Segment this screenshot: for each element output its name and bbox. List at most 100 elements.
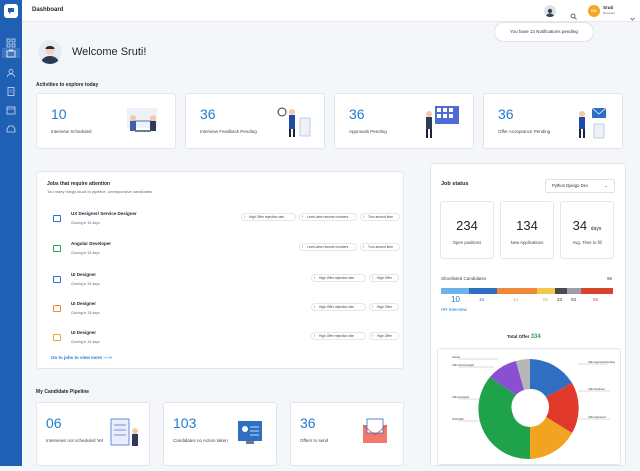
interview-illustration-icon bbox=[121, 104, 165, 142]
pie-slice[interactable] bbox=[516, 359, 530, 390]
pipeline-card-candidates[interactable]: 103 Candidates no Action taken bbox=[163, 402, 277, 466]
tag-pill[interactable]: High Offer rejection rate bbox=[311, 303, 366, 311]
pie-label: Offer Declined bbox=[588, 388, 605, 391]
user-role: Recruiter bbox=[603, 11, 616, 15]
pie-slice[interactable] bbox=[478, 377, 530, 460]
segment-value: 02 bbox=[543, 297, 549, 302]
offer-donut-svg bbox=[458, 358, 610, 460]
pipeline-card-interviews[interactable]: 06 Interviews not scheduled Yet bbox=[36, 402, 150, 466]
bar-segment[interactable] bbox=[581, 288, 613, 294]
job-closing: Closing in 15 days bbox=[71, 340, 100, 344]
stat-open-positions[interactable]: 234 Open positions bbox=[440, 201, 494, 259]
job-title: UI Designer bbox=[71, 301, 97, 306]
pipeline-title: My Candidate Pipeline bbox=[36, 389, 90, 395]
pie-slice[interactable] bbox=[490, 361, 524, 395]
tag-pill[interactable]: High Offer bbox=[369, 303, 399, 311]
stat-avg-time[interactable]: 34 days Avg. Time to fill bbox=[560, 201, 614, 259]
stat-value-wrap: 34 days bbox=[561, 218, 613, 233]
tag-pill[interactable]: Level-wise resume numbers bbox=[299, 243, 357, 251]
briefcase-icon bbox=[53, 305, 61, 312]
job-closing: Closing in 15 days bbox=[71, 221, 100, 225]
offer-pie-chart: Joined Offer Not Accepted Offer Accepted… bbox=[437, 348, 621, 465]
app-logo[interactable] bbox=[4, 4, 18, 18]
tag-pill[interactable]: Turn around time bbox=[360, 243, 400, 251]
pie-slice[interactable] bbox=[530, 359, 572, 397]
top-bar: Dashboard DS Sruti Recruiter bbox=[22, 0, 640, 22]
pipeline-label: Interviews not scheduled Yet bbox=[46, 438, 104, 443]
shortlisted-label: Shortlisted Candidates bbox=[441, 276, 487, 281]
job-row[interactable]: UI Designer Closing in 15 days High Offe… bbox=[49, 270, 399, 292]
stat-label: New Applications bbox=[510, 240, 544, 245]
pie-slice[interactable] bbox=[530, 417, 572, 459]
tag-pill[interactable]: High Offer bbox=[369, 274, 399, 282]
bar-segment[interactable] bbox=[555, 288, 567, 294]
offer-illustration-icon bbox=[568, 104, 612, 142]
activity-label: Approvals Pending bbox=[349, 129, 387, 134]
inbox-icon[interactable] bbox=[6, 124, 16, 134]
chevron-down-icon[interactable] bbox=[630, 8, 635, 26]
segment-value: 03 bbox=[571, 297, 577, 302]
tag-pill[interactable]: High Offer rejection rate bbox=[311, 274, 366, 282]
segment-value: 10 bbox=[451, 295, 460, 304]
dashboard-icon[interactable] bbox=[6, 38, 16, 48]
activity-label: Interview Scheduled bbox=[51, 129, 92, 134]
job-select-value: Python Django Dev bbox=[552, 183, 589, 188]
job-title: UI Designer bbox=[71, 272, 97, 277]
clipboard-icon[interactable] bbox=[6, 86, 16, 96]
stat-new-applications[interactable]: 134 New Applications bbox=[500, 201, 554, 259]
activity-value: 36 bbox=[349, 106, 365, 122]
user-name: Sruti bbox=[603, 5, 614, 10]
notification-popover[interactable]: You have 13 Notifications pending bbox=[494, 22, 594, 42]
activity-value: 36 bbox=[200, 106, 216, 122]
activity-card-offer-acceptance[interactable]: 36 Offer Acceptance Pending bbox=[483, 93, 623, 149]
segment-value: 05 bbox=[593, 297, 599, 302]
pie-label: Offer Not Accepted bbox=[452, 364, 474, 367]
offer-letter-illustration-icon bbox=[357, 417, 397, 453]
tag-pill[interactable]: High Offer rejection rate bbox=[311, 332, 366, 340]
activity-card-interviews[interactable]: 10 Interview Scheduled bbox=[36, 93, 176, 149]
calendar-icon[interactable] bbox=[6, 105, 16, 115]
bar-segment[interactable] bbox=[469, 288, 497, 294]
pie-slice[interactable] bbox=[546, 383, 579, 433]
activity-card-approvals[interactable]: 36 Approvals Pending bbox=[334, 93, 474, 149]
job-title: UX Designer/ Service Designer bbox=[71, 211, 137, 216]
job-row[interactable]: UI Designer Closing in 15 days High Offe… bbox=[49, 299, 399, 321]
jobs-icon[interactable] bbox=[2, 48, 20, 58]
pipeline-label: Offers to send bbox=[300, 438, 329, 443]
bar-segment[interactable] bbox=[497, 288, 537, 294]
activity-value: 36 bbox=[498, 106, 514, 122]
job-row[interactable]: Angular Developer Closing in 15 days Lev… bbox=[49, 239, 400, 261]
bar-segment[interactable] bbox=[441, 288, 469, 294]
activity-label: Interview Feedback Pending bbox=[200, 129, 257, 134]
hr-interview-label[interactable]: HR Interview bbox=[441, 307, 467, 312]
view-more-jobs-link[interactable]: Go to jobs to view more ----> bbox=[51, 355, 112, 360]
screen-illustration-icon bbox=[230, 417, 270, 453]
bar-segment[interactable] bbox=[567, 288, 581, 294]
pipeline-label: Candidates no Action taken bbox=[173, 438, 228, 443]
tag-pill[interactable]: Level-wise resume numbers bbox=[299, 213, 357, 221]
pipeline-card-offers[interactable]: 36 Offers to send bbox=[290, 402, 404, 466]
total-offer: Total Offer 334 bbox=[507, 334, 541, 340]
activity-value: 10 bbox=[51, 106, 67, 122]
notification-avatar-icon[interactable] bbox=[544, 5, 556, 17]
briefcase-icon bbox=[53, 215, 61, 222]
bar-segment[interactable] bbox=[537, 288, 555, 294]
tag-pill[interactable]: Turn around time bbox=[360, 213, 400, 221]
briefcase-icon bbox=[53, 245, 61, 252]
page-title: Dashboard bbox=[32, 7, 64, 13]
stat-value-wrap: 134 bbox=[501, 218, 553, 233]
chevron-down-icon: ⌄ bbox=[604, 183, 608, 188]
search-icon[interactable] bbox=[570, 7, 577, 25]
approvals-illustration-icon bbox=[419, 104, 463, 142]
job-select-dropdown[interactable]: Python Django Dev ⌄ bbox=[545, 179, 615, 193]
candidates-icon[interactable] bbox=[6, 68, 16, 78]
jobs-attention-panel: Jobs that require attention Too many thi… bbox=[36, 171, 404, 369]
activity-card-feedback[interactable]: 36 Interview Feedback Pending bbox=[185, 93, 325, 149]
tag-pill[interactable]: High Offer bbox=[369, 332, 399, 340]
tag-pill[interactable]: High Offer rejection rate bbox=[241, 213, 296, 221]
job-row[interactable]: UX Designer/ Service Designer Closing in… bbox=[49, 209, 400, 231]
user-avatar[interactable]: DS bbox=[588, 5, 600, 17]
job-status-panel: Job status Python Django Dev ⌄ 234 Open … bbox=[430, 163, 626, 466]
job-row[interactable]: UI Designer Closing in 15 days High Offe… bbox=[49, 328, 399, 350]
shortlisted-total: 98 bbox=[607, 276, 613, 281]
